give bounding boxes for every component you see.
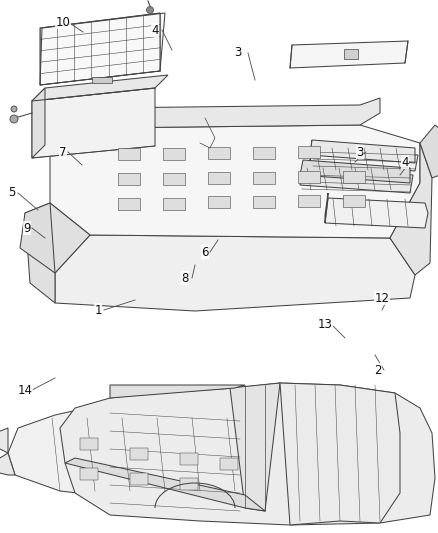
- Polygon shape: [0, 428, 8, 453]
- Polygon shape: [110, 385, 245, 398]
- Bar: [253, 196, 275, 208]
- Bar: [253, 147, 275, 159]
- Polygon shape: [25, 203, 90, 303]
- Text: 4: 4: [151, 23, 159, 36]
- Bar: [343, 195, 365, 207]
- Bar: [163, 173, 185, 185]
- Polygon shape: [300, 167, 413, 193]
- Polygon shape: [310, 140, 415, 163]
- Bar: [298, 146, 320, 158]
- Bar: [344, 49, 358, 59]
- Polygon shape: [390, 143, 432, 275]
- Bar: [180, 453, 198, 465]
- Circle shape: [10, 115, 18, 123]
- Text: 8: 8: [181, 271, 189, 285]
- Polygon shape: [80, 98, 380, 128]
- Bar: [298, 171, 320, 183]
- Polygon shape: [8, 401, 295, 505]
- Polygon shape: [280, 383, 400, 525]
- Bar: [118, 198, 140, 210]
- Bar: [80, 468, 98, 480]
- Polygon shape: [32, 75, 168, 101]
- Bar: [253, 172, 275, 184]
- Text: 13: 13: [318, 319, 332, 332]
- Text: 14: 14: [18, 384, 32, 397]
- Polygon shape: [290, 41, 408, 68]
- Text: 4: 4: [401, 156, 409, 168]
- Text: 3: 3: [234, 46, 242, 60]
- Bar: [92, 77, 112, 83]
- Circle shape: [146, 6, 153, 13]
- Polygon shape: [40, 13, 165, 85]
- Bar: [208, 196, 230, 208]
- Text: 1: 1: [94, 303, 102, 317]
- Bar: [118, 148, 140, 160]
- Polygon shape: [310, 147, 418, 171]
- Bar: [130, 473, 148, 485]
- Polygon shape: [65, 458, 265, 511]
- Polygon shape: [32, 88, 45, 158]
- Polygon shape: [0, 453, 15, 475]
- Text: 10: 10: [56, 15, 71, 28]
- Polygon shape: [20, 203, 55, 273]
- Bar: [220, 458, 238, 470]
- Bar: [208, 147, 230, 159]
- Bar: [208, 172, 230, 184]
- Polygon shape: [50, 125, 420, 238]
- Text: 2: 2: [374, 364, 382, 376]
- Polygon shape: [325, 193, 328, 223]
- Bar: [163, 148, 185, 160]
- Text: 7: 7: [59, 146, 67, 158]
- Text: 3: 3: [356, 146, 364, 158]
- Polygon shape: [300, 160, 410, 183]
- Polygon shape: [420, 125, 438, 178]
- Text: 5: 5: [8, 187, 16, 199]
- Bar: [80, 438, 98, 450]
- Bar: [298, 195, 320, 207]
- Polygon shape: [32, 88, 155, 158]
- Bar: [118, 173, 140, 185]
- Text: 9: 9: [23, 222, 31, 235]
- Polygon shape: [55, 235, 415, 311]
- Polygon shape: [310, 140, 312, 163]
- Polygon shape: [325, 198, 428, 228]
- Text: 12: 12: [374, 292, 389, 304]
- Bar: [180, 478, 198, 490]
- Circle shape: [11, 106, 17, 112]
- Bar: [130, 448, 148, 460]
- Polygon shape: [60, 383, 435, 525]
- Text: 6: 6: [201, 246, 209, 259]
- Bar: [163, 198, 185, 210]
- Polygon shape: [230, 383, 280, 511]
- Bar: [343, 171, 365, 183]
